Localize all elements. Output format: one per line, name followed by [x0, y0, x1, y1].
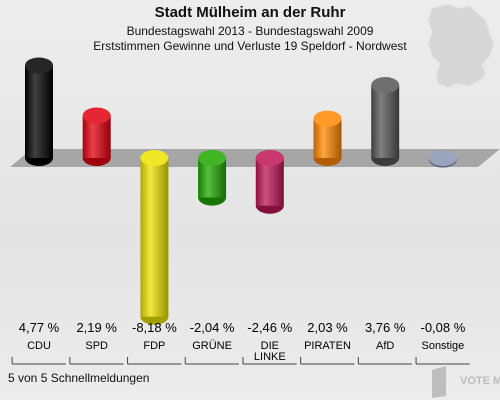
category-label-die-linke-1: LINKE — [254, 351, 286, 363]
category-label-grüne: GRÜNE — [192, 340, 232, 352]
category-label-afd: AfD — [376, 340, 394, 352]
value-label-sonstige: -0,08 % — [420, 320, 465, 335]
bar-sonstige — [428, 150, 457, 168]
chart-subtitle-2: Erststimmen Gewinne und Verluste 19 Spel… — [93, 39, 407, 53]
x-axis: 4,77 % CDU 2,19 % SPD -8,18 % FDP -2,04 % GRÜNE… — [11, 320, 470, 365]
value-label-spd: 2,19 % — [76, 320, 117, 335]
bar-grüne — [198, 150, 227, 206]
value-label-cdu: 4,77 % — [19, 320, 60, 335]
value-label-fdp: -8,18 % — [132, 320, 177, 335]
chart-subtitle: Bundestagswahl 2013 - Bundestagswahl 200… — [126, 24, 374, 38]
footer-status: 5 von 5 Schnellmeldungen — [8, 371, 150, 385]
bar-afd — [371, 77, 400, 166]
category-label-cdu: CDU — [27, 340, 51, 352]
bar-cdu — [25, 57, 53, 166]
value-label-afd: 3,76 % — [365, 320, 406, 335]
germany-map-silhouette — [427, 3, 495, 89]
bar-piraten — [313, 110, 342, 166]
bar-die-linke — [255, 150, 284, 214]
category-label-fdp: FDP — [143, 340, 165, 352]
logo-text: VOTE MANAGER — [460, 375, 500, 387]
bar-spd — [82, 107, 111, 166]
category-label-die-linke-0: DIE — [261, 340, 279, 352]
category-label-piraten: PIRATEN — [304, 340, 351, 352]
value-label-die-linke: -2,46 % — [247, 320, 292, 335]
votemanager-logo-icon: VOTE MANAGER — [432, 366, 500, 398]
category-label-spd: SPD — [85, 340, 108, 352]
category-label-sonstige: Sonstige — [421, 340, 464, 352]
value-label-grüne: -2,04 % — [190, 320, 235, 335]
bars — [25, 57, 457, 325]
chart-title: Stadt Mülheim an der Ruhr — [154, 4, 346, 21]
value-label-piraten: 2,03 % — [307, 320, 348, 335]
bar-fdp — [140, 150, 169, 325]
